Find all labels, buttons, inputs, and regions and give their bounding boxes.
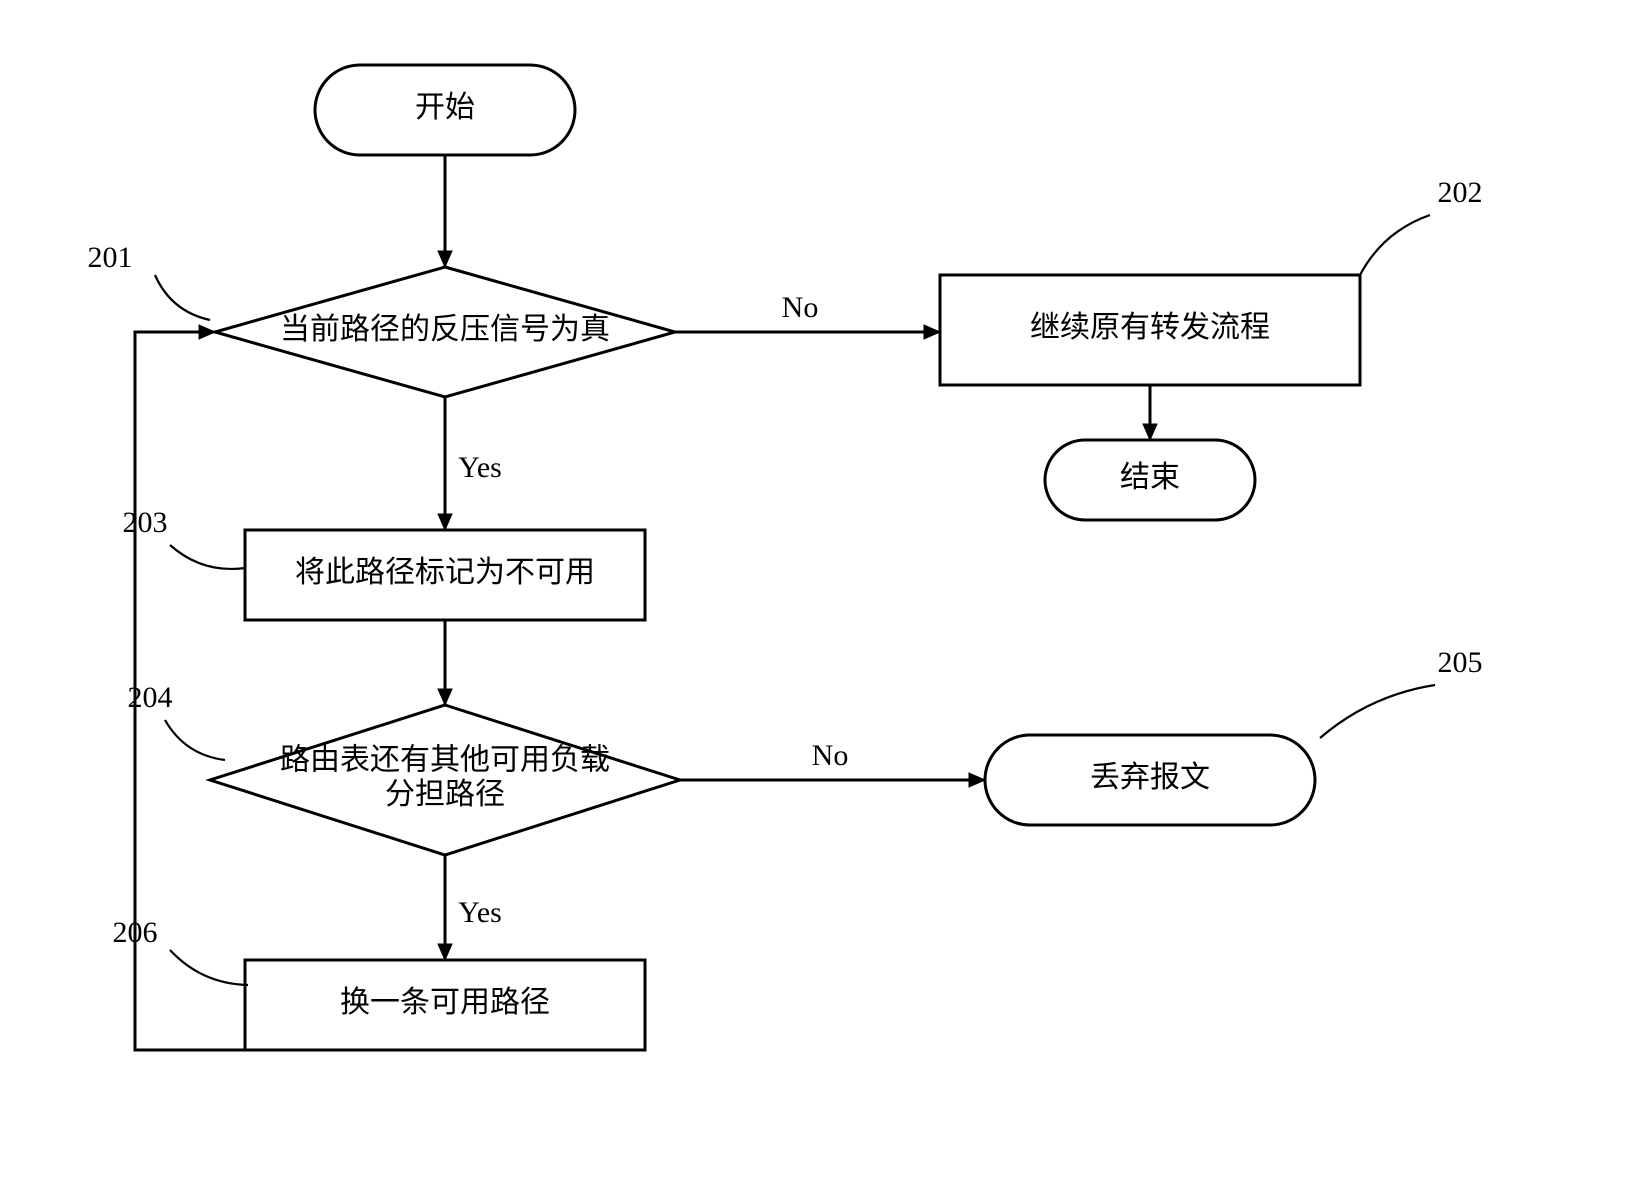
node-text-p206: 换一条可用路径 (340, 986, 550, 1019)
node-p202: 继续原有转发流程 (940, 275, 1360, 385)
edge-label-d201-p203: Yes (458, 451, 502, 484)
node-text-p202: 继续原有转发流程 (1030, 311, 1270, 344)
node-text-d204-line0: 路由表还有其他可用负载 (280, 744, 610, 777)
edge-label-d204-p205: No (812, 739, 849, 772)
arrow-head (969, 773, 985, 787)
callout-label-201: 201 (88, 241, 133, 274)
callout-leader-202 (1360, 215, 1430, 275)
arrow-head (438, 251, 452, 267)
node-d204: 路由表还有其他可用负载分担路径 (210, 705, 680, 855)
callout-leader-203 (170, 545, 245, 569)
callout-leader-204 (165, 720, 225, 760)
node-text-d201: 当前路径的反压信号为真 (280, 313, 610, 346)
arrow-head (438, 944, 452, 960)
node-p205: 丢弃报文 (985, 735, 1315, 825)
arrow-head (438, 514, 452, 530)
flowchart-canvas: No Yes No Yes 开始当前路径的反压信号为真 继续原有转发流程结束将此路径标记为… (0, 0, 1644, 1178)
node-text-p205: 丢弃报文 (1090, 761, 1210, 794)
callout-label-205: 205 (1438, 646, 1483, 679)
node-end: 结束 (1045, 440, 1255, 520)
callout-label-204: 204 (128, 681, 173, 714)
arrow-head (1143, 424, 1157, 440)
node-p206: 换一条可用路径 (245, 960, 645, 1050)
callout-leader-205 (1320, 685, 1435, 738)
edge-label-d204-p206: Yes (458, 896, 502, 929)
callout-label-206: 206 (113, 916, 158, 949)
arrow-head (438, 689, 452, 705)
edge-label-d201-p202: No (782, 291, 819, 324)
node-start: 开始 (315, 65, 575, 155)
callout-leader-206 (170, 950, 248, 985)
callout-label-203: 203 (123, 506, 168, 539)
node-text-d204-line1: 分担路径 (385, 778, 505, 811)
arrow-head (924, 325, 940, 339)
callout-leader-201 (155, 275, 210, 320)
node-text-p203: 将此路径标记为不可用 (295, 556, 595, 589)
node-text-start: 开始 (415, 91, 475, 124)
node-d201: 当前路径的反压信号为真 (215, 267, 675, 397)
node-p203: 将此路径标记为不可用 (245, 530, 645, 620)
node-text-end: 结束 (1120, 461, 1180, 494)
callout-label-202: 202 (1438, 176, 1483, 209)
